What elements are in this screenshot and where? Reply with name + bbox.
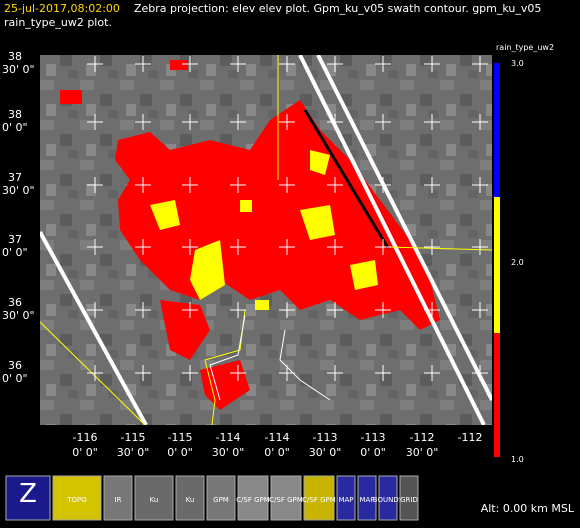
rain-stratiform (60, 90, 82, 104)
lon-label: -113 (361, 431, 386, 444)
rain-convective (300, 205, 335, 240)
lon-label: 0' 0" (360, 446, 386, 459)
river (209, 314, 246, 401)
colorbar-label: 3.0 (511, 59, 524, 68)
rain-convective (310, 150, 330, 175)
lon-label: -112 (458, 431, 483, 444)
toolbar-button-label[interactable]: GPM (213, 496, 229, 504)
toolbar-button-label[interactable]: C/SF GPM (302, 496, 336, 504)
lon-label: -115 (121, 431, 146, 444)
toolbar-button-label[interactable]: TOPO (66, 496, 87, 504)
toolbar-button[interactable] (52, 475, 102, 521)
lon-label: 0' 0" (264, 446, 290, 459)
toolbar-button-label[interactable]: MAP (338, 496, 353, 504)
state-border (387, 246, 492, 251)
toolbar-button[interactable] (206, 475, 236, 521)
altitude: Alt: 0.00 km MSL (481, 502, 575, 515)
lon-label: -114 (265, 431, 290, 444)
lat-label: 37 (8, 171, 22, 184)
toolbar-button-label[interactable]: Ku (186, 496, 195, 504)
lon-label: -115 (168, 431, 193, 444)
lat-label: 38 (8, 50, 22, 63)
rain-stratiform (170, 60, 188, 70)
toolbar-button-label[interactable]: IR (115, 496, 122, 504)
swath-edge (316, 55, 492, 401)
lat-label: 38 (8, 108, 22, 121)
colorbar-red (494, 333, 500, 457)
rain-convective (255, 300, 269, 310)
lat-label: 30' 0" (2, 63, 35, 76)
colorbar-blue (494, 63, 500, 197)
colorbar-yellow (494, 197, 500, 333)
lon-label: 0' 0" (167, 446, 193, 459)
lon-label: 30' 0" (406, 446, 439, 459)
toolbar-button[interactable] (270, 475, 302, 521)
title-line1: Zebra projection: elev elev plot. Gpm_ku… (134, 2, 541, 15)
lat-label: 0' 0" (2, 372, 28, 385)
toolbar-button[interactable] (303, 475, 335, 521)
lat-label: 37 (8, 233, 22, 246)
toolbar-button-label[interactable]: C/SF GPM (236, 496, 270, 504)
lon-label: 30' 0" (309, 446, 342, 459)
colorbar-title: rain_type_uw2 (496, 43, 554, 52)
rain-stratiform (160, 300, 210, 360)
lat-label: 36 (8, 296, 22, 309)
lat-label: 0' 0" (2, 121, 28, 134)
toolbar-button[interactable] (5, 475, 51, 521)
toolbar-button[interactable] (378, 475, 398, 521)
lon-label: -113 (313, 431, 338, 444)
toolbar-button[interactable] (237, 475, 269, 521)
toolbar-button[interactable] (134, 475, 174, 521)
lon-label: -116 (73, 431, 98, 444)
toolbar-button-label[interactable]: Z (19, 479, 37, 509)
map (40, 55, 492, 425)
toolbar-button[interactable] (399, 475, 419, 521)
lon-label: 30' 0" (212, 446, 245, 459)
lat-label: 30' 0" (2, 184, 35, 197)
toolbar-button-label[interactable]: Ku (150, 496, 159, 504)
toolbar-button[interactable] (175, 475, 205, 521)
river (279, 329, 331, 401)
lat-label: 0' 0" (2, 246, 28, 259)
rain-convective (240, 200, 252, 212)
toolbar-button[interactable] (357, 475, 377, 521)
rain-convective (150, 200, 180, 230)
cross-section-line (303, 109, 390, 249)
toolbar-button-label[interactable]: BOUNDS (373, 496, 404, 504)
toolbar-button[interactable] (103, 475, 133, 521)
lon-label: -112 (410, 431, 435, 444)
colorbar-label: 1.0 (511, 455, 524, 464)
rain-convective (190, 240, 225, 300)
toolbar-button-label[interactable]: MAP (359, 496, 374, 504)
rain-convective (350, 260, 378, 290)
title-time: 25-jul-2017,08:02:00 (4, 2, 120, 15)
lon-label: -114 (216, 431, 241, 444)
grid-crosses (87, 56, 488, 381)
swath-edge (298, 55, 486, 425)
lat-label: 30' 0" (2, 309, 35, 322)
lat-label: 36 (8, 359, 22, 372)
swath-edge (40, 231, 148, 425)
toolbar-button-label[interactable]: C/SF GPM (269, 496, 303, 504)
lon-label: 0' 0" (72, 446, 98, 459)
colorbar-label: 2.0 (511, 258, 524, 267)
title-line2: rain_type_uw2 plot. (4, 16, 112, 29)
lon-label: 30' 0" (117, 446, 150, 459)
toolbar-button[interactable] (336, 475, 356, 521)
toolbar-button-label[interactable]: GRID (400, 496, 418, 504)
